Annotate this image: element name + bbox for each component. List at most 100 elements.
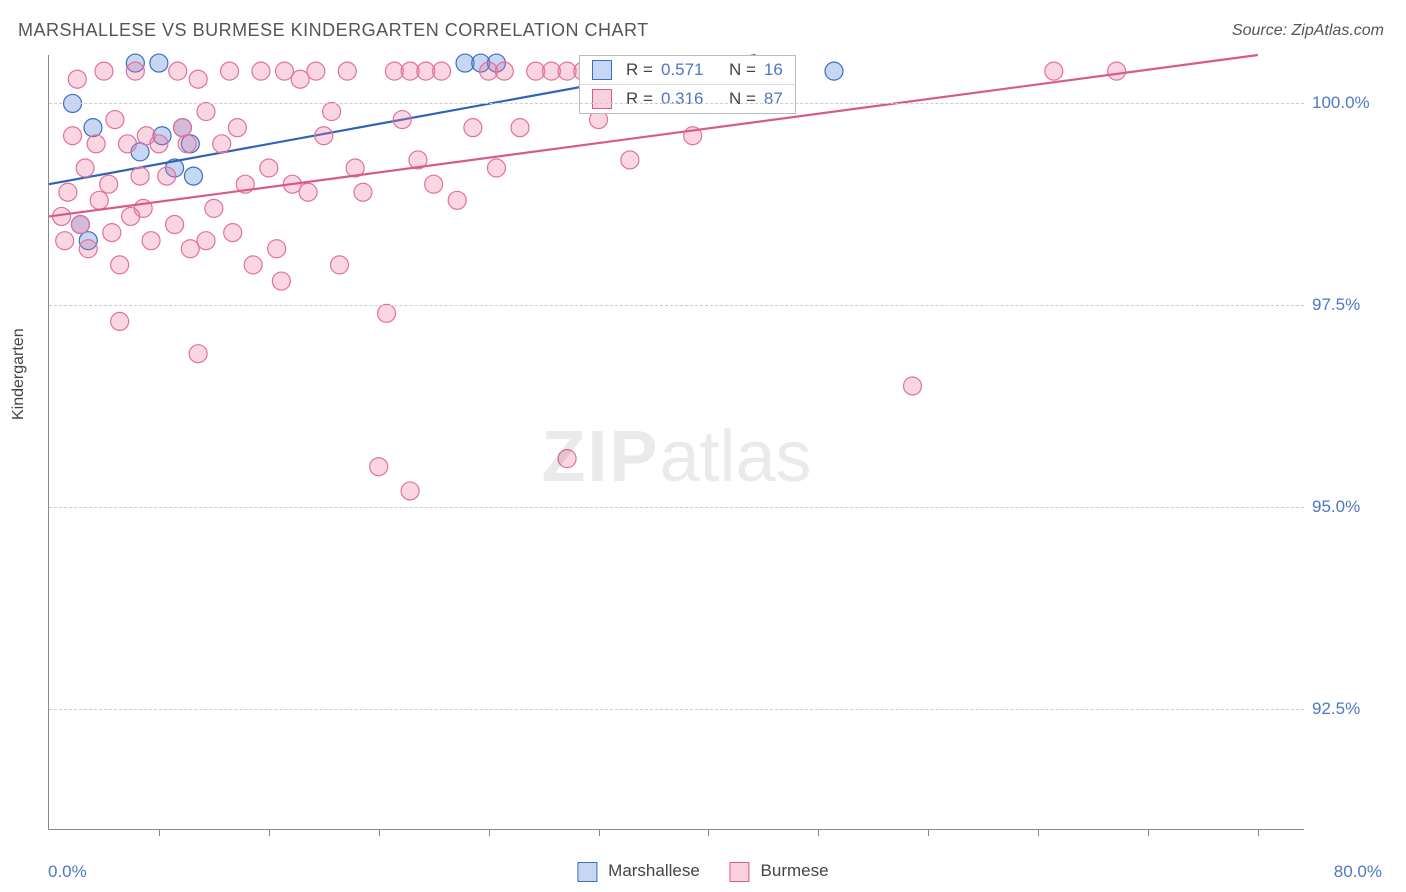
correlation-box: R = 0.571 N = 16 R = 0.316 N = 87	[579, 55, 796, 114]
x-tick	[379, 829, 380, 836]
r-prefix: R =	[626, 89, 653, 109]
x-tick	[269, 829, 270, 836]
data-point	[315, 127, 333, 145]
data-point	[142, 232, 160, 250]
data-point	[272, 272, 290, 290]
data-point	[189, 345, 207, 363]
data-point	[448, 191, 466, 209]
corr-row-marshallese: R = 0.571 N = 16	[580, 56, 795, 84]
data-point	[621, 151, 639, 169]
x-min-label: 0.0%	[48, 862, 87, 882]
data-point	[126, 62, 144, 80]
data-point	[205, 199, 223, 217]
legend-item-marshallese: Marshallese	[577, 861, 699, 882]
data-point	[354, 183, 372, 201]
data-point	[323, 103, 341, 121]
data-point	[197, 103, 215, 121]
data-point	[370, 458, 388, 476]
bottom-legend: Marshallese Burmese	[577, 861, 828, 882]
r-value-marshallese: 0.571	[661, 60, 704, 80]
data-point	[228, 119, 246, 137]
data-point	[169, 62, 187, 80]
data-point	[425, 175, 443, 193]
data-point	[100, 175, 118, 193]
r-prefix: R =	[626, 60, 653, 80]
source-label: Source: ZipAtlas.com	[1232, 22, 1384, 40]
x-tick	[928, 829, 929, 836]
data-point	[213, 135, 231, 153]
swatch-blue-icon	[592, 60, 612, 80]
data-point	[495, 62, 513, 80]
data-point	[178, 135, 196, 153]
n-prefix: N =	[729, 89, 756, 109]
data-point	[393, 111, 411, 129]
data-point	[158, 167, 176, 185]
data-point	[166, 216, 184, 234]
data-point	[330, 256, 348, 274]
data-point	[299, 183, 317, 201]
swatch-blue-icon	[577, 862, 597, 882]
x-max-label: 80.0%	[1334, 862, 1382, 882]
data-point	[111, 256, 129, 274]
data-point	[79, 240, 97, 258]
data-point	[487, 159, 505, 177]
data-point	[197, 232, 215, 250]
data-point	[224, 224, 242, 242]
gridline	[49, 103, 1304, 104]
data-point	[56, 232, 74, 250]
x-tick	[708, 829, 709, 836]
n-prefix: N =	[729, 60, 756, 80]
chart-title: MARSHALLESE VS BURMESE KINDERGARTEN CORR…	[18, 20, 649, 41]
data-point	[64, 127, 82, 145]
data-point	[464, 119, 482, 137]
x-tick	[159, 829, 160, 836]
data-point	[59, 183, 77, 201]
data-point	[268, 240, 286, 258]
data-point	[244, 256, 262, 274]
data-point	[103, 224, 121, 242]
legend-label: Marshallese	[608, 861, 700, 880]
gridline	[49, 305, 1304, 306]
data-point	[825, 62, 843, 80]
data-point	[87, 135, 105, 153]
data-point	[76, 159, 94, 177]
plot-svg	[49, 55, 1304, 829]
data-point	[111, 312, 129, 330]
legend-item-burmese: Burmese	[730, 861, 829, 882]
corr-row-burmese: R = 0.316 N = 87	[580, 84, 795, 113]
r-value-burmese: 0.316	[661, 89, 704, 109]
y-axis-label: Kindergarten	[10, 328, 28, 420]
title-row: MARSHALLESE VS BURMESE KINDERGARTEN CORR…	[18, 20, 1384, 41]
data-point	[84, 119, 102, 137]
gridline	[49, 709, 1304, 710]
x-tick	[1258, 829, 1259, 836]
data-point	[378, 304, 396, 322]
data-point	[401, 482, 419, 500]
data-point	[221, 62, 239, 80]
data-point	[71, 216, 89, 234]
data-point	[511, 119, 529, 137]
data-point	[90, 191, 108, 209]
y-tick-label: 92.5%	[1312, 699, 1382, 719]
plot-area: ZIPatlas R = 0.571 N = 16 R = 0.316 N = …	[48, 55, 1304, 830]
data-point	[558, 450, 576, 468]
swatch-pink-icon	[592, 89, 612, 109]
data-point	[260, 159, 278, 177]
data-point	[150, 135, 168, 153]
data-point	[131, 167, 149, 185]
chart-container: MARSHALLESE VS BURMESE KINDERGARTEN CORR…	[0, 0, 1406, 892]
data-point	[150, 54, 168, 72]
legend-label: Burmese	[761, 861, 829, 880]
x-tick	[1148, 829, 1149, 836]
y-tick-label: 97.5%	[1312, 295, 1382, 315]
gridline	[49, 507, 1304, 508]
data-point	[1108, 62, 1126, 80]
x-tick	[599, 829, 600, 836]
data-point	[904, 377, 922, 395]
n-value-burmese: 87	[764, 89, 783, 109]
swatch-pink-icon	[730, 862, 750, 882]
data-point	[173, 119, 191, 137]
data-point	[1045, 62, 1063, 80]
data-point	[95, 62, 113, 80]
data-point	[189, 70, 207, 88]
